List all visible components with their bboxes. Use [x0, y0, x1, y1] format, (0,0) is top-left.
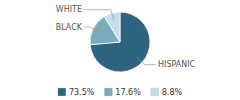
legend-item: 17.6% — [104, 88, 141, 97]
legend-swatch — [104, 88, 112, 96]
slice-label: WHITE — [56, 5, 82, 14]
pie-slice — [104, 12, 120, 42]
legend-item: 8.8% — [151, 88, 183, 97]
leader-line — [84, 10, 114, 21]
legend-label: 17.6% — [115, 88, 141, 97]
slice-label: HISPANIC — [158, 60, 196, 69]
chart-container: HISPANIC BLACK WHITE 73.5% 17.6% 8.8% — [0, 0, 240, 100]
legend: 73.5% 17.6% 8.8% — [58, 88, 183, 97]
chart-svg: HISPANIC BLACK WHITE 73.5% 17.6% 8.8% — [0, 0, 240, 100]
labels: HISPANIC BLACK WHITE — [56, 5, 196, 69]
legend-swatch — [151, 88, 159, 96]
legend-label: 73.5% — [69, 88, 95, 97]
legend-item: 73.5% — [58, 88, 95, 97]
legend-label: 8.8% — [162, 88, 183, 97]
pie — [90, 12, 150, 72]
leader-line — [137, 57, 156, 64]
legend-swatch — [58, 88, 66, 96]
leader-line — [84, 27, 100, 32]
slice-label: BLACK — [56, 23, 83, 32]
pie-slice — [90, 12, 150, 72]
